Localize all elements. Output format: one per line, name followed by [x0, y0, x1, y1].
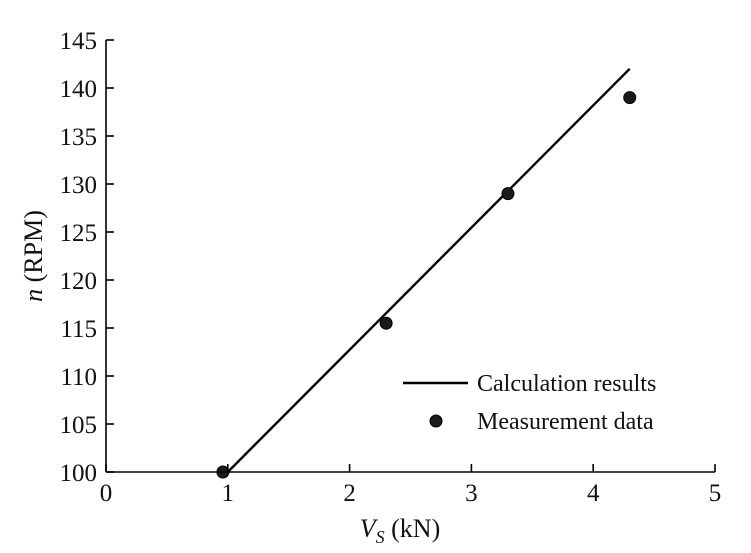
- axes: [105, 40, 715, 473]
- x-tick-label: 4: [587, 480, 600, 507]
- y-tick-label: 135: [60, 124, 98, 151]
- x-axis-label-unit: (kN): [385, 514, 441, 543]
- series-calculation-line: [226, 67, 631, 473]
- x-tick-label: 5: [709, 480, 722, 507]
- y-tick-label: 145: [60, 28, 98, 55]
- y-tick-label: 110: [60, 364, 97, 391]
- legend-point-swatch: [429, 414, 443, 428]
- x-tick-label: 3: [465, 480, 478, 507]
- y-tick-label: 120: [60, 268, 98, 295]
- y-tick-label: 115: [60, 316, 97, 343]
- y-tick-label: 105: [60, 412, 98, 439]
- y-tick-label: 100: [60, 460, 98, 487]
- legend-label-measurement: Measurement data: [477, 409, 654, 435]
- y-axis-label-var: n: [19, 289, 48, 302]
- legend-label-calculation: Calculation results: [477, 371, 656, 397]
- y-tick-label: 125: [60, 220, 98, 247]
- legend: Calculation results Measurement data: [403, 371, 656, 435]
- y-tick-label: 140: [60, 76, 98, 103]
- plot-area: [216, 67, 637, 479]
- measurement-point: [623, 91, 637, 105]
- ticks: 0 1 2 3 4 5 100 105 110 115 120 125 130 135 140 145: [60, 28, 722, 507]
- y-tick-label: 130: [60, 172, 98, 199]
- x-tick-label: 0: [100, 480, 113, 507]
- measurement-point: [501, 187, 515, 201]
- x-tick-label: 1: [222, 480, 235, 507]
- y-axis-label: n (RPM): [19, 210, 48, 302]
- x-tick-label: 2: [343, 480, 356, 507]
- x-axis-label-var: V: [360, 514, 379, 543]
- x-axis-label: VS (kN): [360, 514, 440, 547]
- y-axis-label-unit: (RPM): [19, 210, 48, 289]
- measurement-point: [379, 316, 393, 330]
- x-axis-label-sub: S: [376, 527, 385, 547]
